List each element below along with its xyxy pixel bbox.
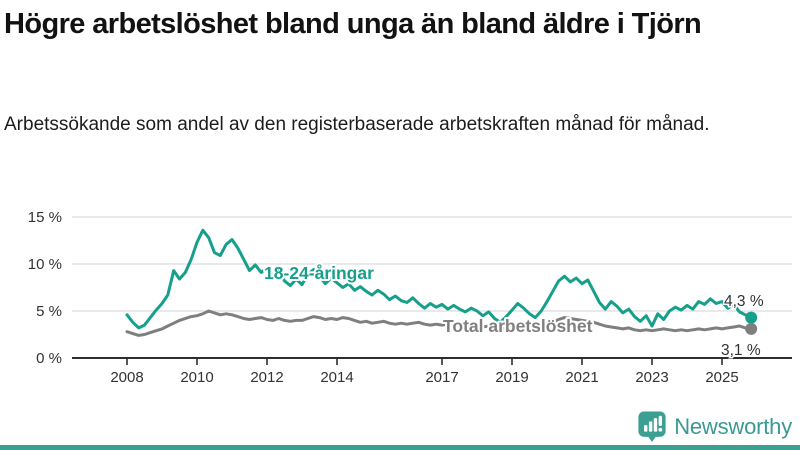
series-end-dot xyxy=(745,311,758,324)
series-line xyxy=(125,228,753,330)
series-end-value-label: 4,3 % xyxy=(724,293,764,310)
x-tick-label: 2010 xyxy=(180,369,213,386)
newsworthy-icon xyxy=(638,411,666,442)
page-title: Högre arbetslöshet bland unga än bland ä… xyxy=(4,8,702,40)
x-tick-label: 2012 xyxy=(250,369,283,386)
series-inline-label: Total arbetslöshet xyxy=(443,316,593,336)
x-tick-label: 2019 xyxy=(495,369,528,386)
series-end-value-label: 3,1 % xyxy=(721,342,761,359)
bottom-accent-bar xyxy=(0,445,800,450)
newsworthy-logo: Newsworthy xyxy=(637,410,792,443)
series-end-dot xyxy=(745,322,758,335)
line-chart-svg: 0 % 5 % 10 % 15 % 2008 2010 2012 2014 2017 2019 20… xyxy=(28,209,792,386)
x-tick-label: 2014 xyxy=(320,369,353,386)
x-tick-label: 2025 xyxy=(705,369,738,386)
series-line xyxy=(125,309,753,337)
y-tick-label: 10 % xyxy=(28,256,62,273)
newsworthy-wordmark: Newsworthy xyxy=(674,413,792,439)
y-tick-label: 5 % xyxy=(36,303,62,320)
x-tick-label: 2017 xyxy=(425,369,458,386)
x-tick-label: 2021 xyxy=(565,369,598,386)
y-tick-label: 15 % xyxy=(28,209,62,226)
page-subtitle: Arbetssökande som andel av den registerb… xyxy=(4,114,710,135)
y-tick-label: 0 % xyxy=(36,350,62,367)
x-tick-label: 2023 xyxy=(635,369,668,386)
unemployment-line-chart: 0 % 5 % 10 % 15 % 2008 2010 2012 2014 2017 2019 20… xyxy=(0,193,800,398)
x-tick-label: 2008 xyxy=(110,369,143,386)
series-inline-label: 18-24-åringar xyxy=(264,263,374,283)
